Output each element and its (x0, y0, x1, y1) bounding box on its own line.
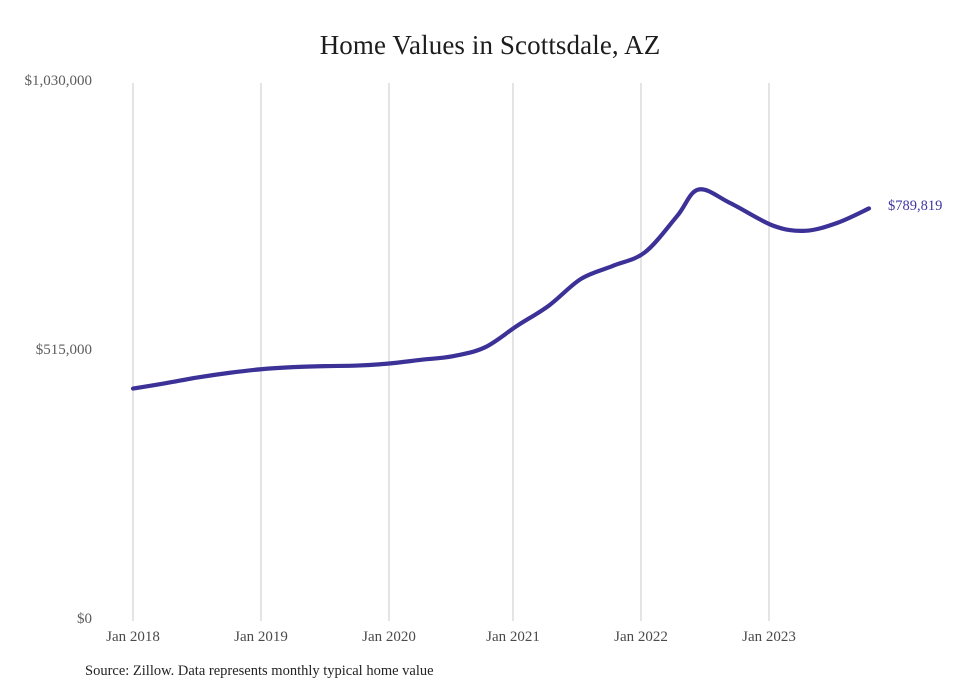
source-note: Source: Zillow. Data represents monthly … (85, 663, 434, 679)
x-axis-tick-label: Jan 2020 (362, 629, 416, 645)
y-axis-tick-label: $1,030,000 (24, 73, 93, 89)
end-value-annotation: $789,819 (888, 198, 943, 214)
x-axis-tick-label: Jan 2023 (742, 629, 796, 645)
series-line (130, 187, 872, 391)
x-axis-tick-label: Jan 2018 (106, 629, 160, 645)
x-axis-tick-label: Jan 2022 (614, 629, 668, 645)
series-lines (130, 187, 872, 391)
chart-title: Home Values in Scottsdale, AZ (319, 30, 661, 60)
y-axis-tick-label: $0 (77, 611, 92, 627)
y-axis-tick-label: $515,000 (35, 342, 92, 358)
gridlines (132, 83, 770, 621)
x-axis-tick-label: Jan 2021 (486, 629, 540, 645)
x-axis-tick-label: Jan 2019 (234, 629, 288, 645)
